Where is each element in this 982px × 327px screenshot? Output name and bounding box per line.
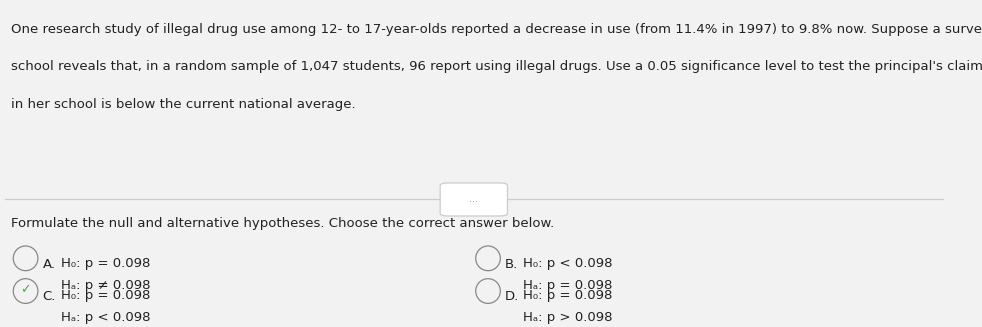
Text: Hₐ: p = 0.098: Hₐ: p = 0.098 [523,279,613,292]
Text: One research study of illegal drug use among 12- to 17-year-olds reported a decr: One research study of illegal drug use a… [12,23,982,36]
Text: Hₐ: p ≠ 0.098: Hₐ: p ≠ 0.098 [61,279,150,292]
Text: Formulate the null and alternative hypotheses. Choose the correct answer below.: Formulate the null and alternative hypot… [12,217,555,231]
Text: in her school is below the current national average.: in her school is below the current natio… [12,98,356,111]
Text: school reveals that, in a random sample of 1,047 students, 96 report using illeg: school reveals that, in a random sample … [12,60,982,74]
Text: A.: A. [42,258,56,271]
Text: H₀: p = 0.098: H₀: p = 0.098 [523,289,613,302]
Text: Hₐ: p > 0.098: Hₐ: p > 0.098 [523,311,613,324]
Text: C.: C. [42,290,56,303]
Text: ...: ... [469,195,478,204]
Text: ✓: ✓ [21,283,30,296]
Text: D.: D. [505,290,519,303]
FancyBboxPatch shape [440,183,508,216]
Text: H₀: p = 0.098: H₀: p = 0.098 [61,289,150,302]
Text: H₀: p = 0.098: H₀: p = 0.098 [61,257,150,270]
Text: Hₐ: p < 0.098: Hₐ: p < 0.098 [61,311,150,324]
Text: H₀: p < 0.098: H₀: p < 0.098 [523,257,613,270]
Text: B.: B. [505,258,518,271]
